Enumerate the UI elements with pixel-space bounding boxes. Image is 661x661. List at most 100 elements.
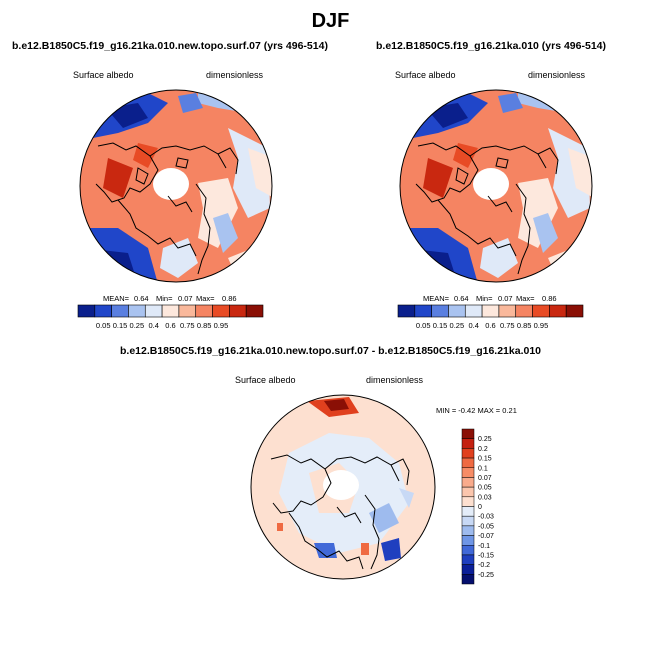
panel1-colorbar-tick-label: 0.25 xyxy=(130,321,145,330)
panel3-difference-region xyxy=(324,399,349,411)
panel2-albedo-region xyxy=(453,143,478,168)
panel3-coastline xyxy=(270,454,332,514)
panel3-map xyxy=(250,394,436,580)
panel3-difference-region xyxy=(381,538,401,561)
panel2-colorbar-box xyxy=(397,304,416,318)
panel1-coastline xyxy=(175,157,189,169)
panel2-min-label: Min= xyxy=(476,294,493,303)
panel2-colorbar-tick-label: 0.85 xyxy=(517,321,532,330)
panel1-colorbar-tick-label: 0.15 xyxy=(113,321,128,330)
panel2-max-label: Max= xyxy=(516,294,535,303)
panel3-colorbar-box xyxy=(461,525,475,536)
panel3-difference-region xyxy=(314,543,337,558)
panel3-colorbar-box xyxy=(461,574,475,585)
panel3-map-border xyxy=(250,394,436,580)
panel3-colorbar-box xyxy=(461,535,475,546)
panel3-colorbar-tick-label: -0.07 xyxy=(478,533,494,540)
panel3-difference-region xyxy=(277,523,283,531)
panel3-colorbar-box xyxy=(461,506,475,517)
panel2-colorbar-tick-label: 0.15 xyxy=(433,321,448,330)
panel1-albedo-region xyxy=(198,178,238,248)
panel1-pole-hole xyxy=(153,168,189,200)
panel1-albedo-region xyxy=(248,148,272,198)
panel2-colorbar-box xyxy=(448,304,466,318)
panel1-colorbar-tick-label: 0.95 xyxy=(214,321,229,330)
panel3-colorbar: 0.25 0.2 0.15 0.1 0.07 0.05 0.03 0 -0.03 -0.05 -0.… xyxy=(461,428,494,585)
panel2-coastline xyxy=(495,157,509,169)
panel3-colorbar-tick-label: -0.15 xyxy=(478,552,494,559)
panel3-colorbar-box xyxy=(461,428,475,439)
panel2-colorbar-box xyxy=(565,304,584,318)
panel1-colorbar-tick-label: 0.6 xyxy=(165,321,175,330)
panel1-colorbar-box xyxy=(77,304,96,318)
panel3-difference-region xyxy=(361,543,369,555)
panel1-colorbar: 0.05 0.15 0.25 0.4 0.6 0.75 0.85 0.95 xyxy=(77,304,264,330)
panel2-colorbar-box xyxy=(498,304,517,318)
panel2-colorbar-tick-label: 0.05 xyxy=(416,321,431,330)
panel2-pole-hole xyxy=(473,168,509,200)
panel1-albedo-region xyxy=(133,143,158,168)
panel2-albedo-region xyxy=(423,158,453,198)
panel3-colorbar-tick-label: 0.03 xyxy=(478,494,492,501)
panel3-colorbar-box xyxy=(461,448,475,459)
panel2-map-border xyxy=(399,89,593,283)
panel1-colorbar-box xyxy=(195,304,213,318)
panel1-colorbar-box xyxy=(128,304,146,318)
panel2-albedo-region xyxy=(498,93,523,113)
panel2-colorbar-box xyxy=(414,304,432,318)
panel2-units-label: dimensionless xyxy=(528,70,586,80)
panel1-colorbar-box xyxy=(94,304,112,318)
panel3-colorbar-box xyxy=(461,564,475,575)
panel3-colorbar-tick-label: 0.25 xyxy=(478,436,492,443)
panel2-albedo-region xyxy=(533,213,558,253)
panel3-colorbar-box xyxy=(461,496,475,507)
panel2-mean-value: 0.64 xyxy=(454,294,469,303)
panel3-coastline xyxy=(288,512,364,570)
panel2-colorbar-tick-label: 0.25 xyxy=(450,321,465,330)
panel1-coastline xyxy=(135,167,149,185)
panel3-coastline xyxy=(336,506,362,524)
panel3-colorbar-box xyxy=(461,457,475,468)
panel3-difference-region xyxy=(369,503,399,533)
panel2-max-value: 0.86 xyxy=(542,294,557,303)
panel1-colorbar-tick-label: 0.75 xyxy=(180,321,195,330)
panel1-coastline xyxy=(217,147,239,175)
panel2-colorbar-tick-label: 0.75 xyxy=(500,321,515,330)
panel1-mean-label: MEAN= xyxy=(103,294,130,303)
panel3-colorbar-tick-label: -0.25 xyxy=(478,572,494,579)
panel1-min-value: 0.07 xyxy=(178,294,193,303)
panel1-variable-label: Surface albedo xyxy=(73,70,134,80)
panel2-colorbar-box xyxy=(549,304,567,318)
panel2-variable-label: Surface albedo xyxy=(395,70,456,80)
panel3-colorbar-box xyxy=(461,545,475,556)
panel3-variable-label: Surface albedo xyxy=(235,375,296,385)
panel2-colorbar-box xyxy=(481,304,500,318)
panel3-colorbar-tick-label: -0.1 xyxy=(478,543,490,550)
panel2-coastline xyxy=(487,195,513,213)
panel2-colorbar-tick-label: 0.6 xyxy=(485,321,495,330)
panel3-colorbar-box xyxy=(461,467,475,478)
panel2-colorbar-box xyxy=(515,304,533,318)
panel1-albedo-region xyxy=(160,238,198,278)
panel2-colorbar-box xyxy=(464,304,483,318)
panel1-max-value: 0.86 xyxy=(222,294,237,303)
panel3-colorbar-box xyxy=(461,477,475,488)
panel2-colorbar-box xyxy=(532,304,550,318)
panel1-albedo-region xyxy=(178,93,203,113)
panel3-pole-hole xyxy=(323,470,359,500)
panel2-title: b.e12.B1850C5.f19_g16.21ka.010 (yrs 496-… xyxy=(376,40,606,52)
panel3-colorbar-tick-label: 0.05 xyxy=(478,485,492,492)
panel2-albedo-region xyxy=(568,148,592,198)
panel1-coastline xyxy=(95,142,159,203)
panel1-coastline xyxy=(167,195,193,213)
panel1-min-label: Min= xyxy=(156,294,173,303)
panel3-coastline xyxy=(390,458,410,486)
panel3-colorbar-box xyxy=(461,438,475,449)
panel2-coastline xyxy=(455,167,469,185)
panel3-colorbar-box xyxy=(461,554,475,565)
panel3-colorbar-tick-label: 0.1 xyxy=(478,465,488,472)
panel3-colorbar-tick-label: -0.03 xyxy=(478,514,494,521)
panel2-colorbar-box xyxy=(431,304,449,318)
panel1-colorbar-box xyxy=(111,304,129,318)
panel2-albedo-region xyxy=(480,238,518,278)
